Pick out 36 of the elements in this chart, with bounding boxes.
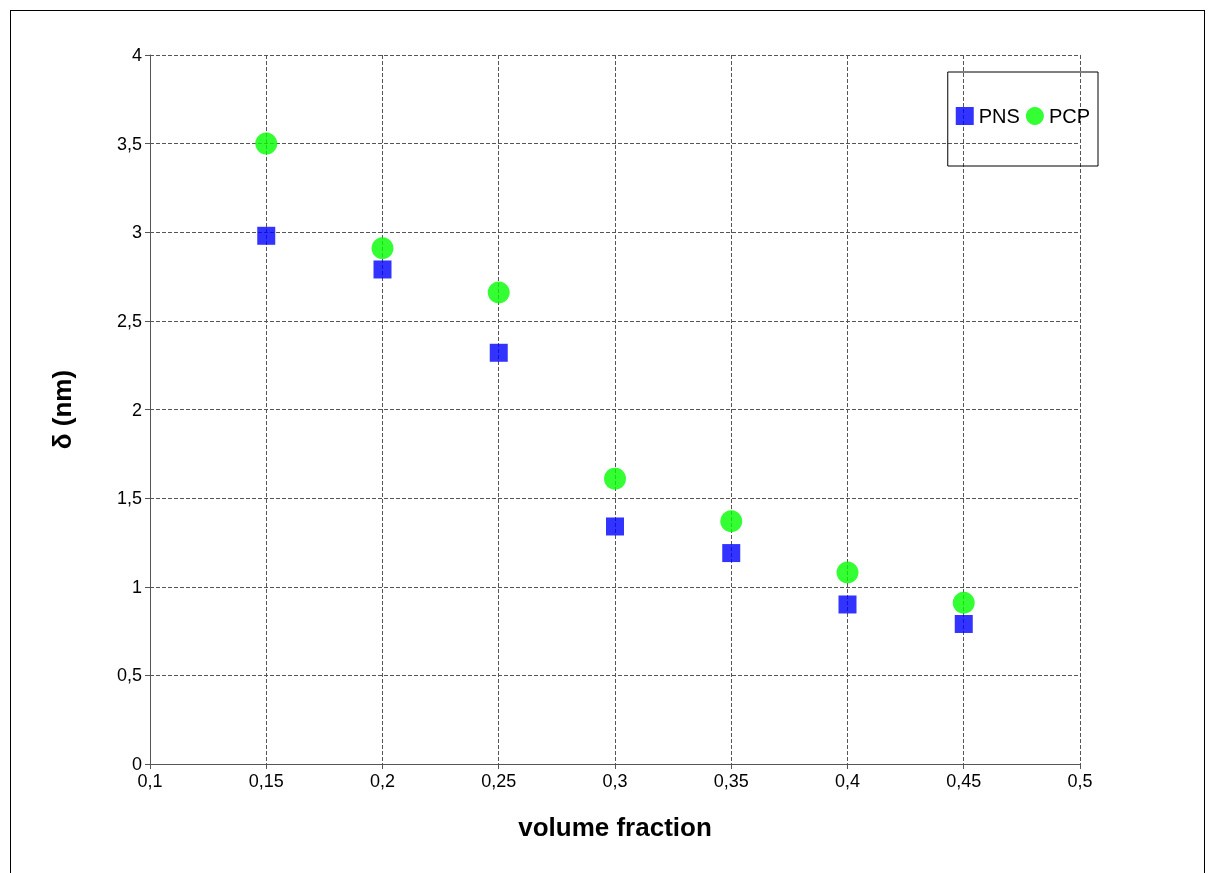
x-tick-label: 0,1: [137, 771, 163, 791]
point: [836, 561, 859, 584]
x-tick-label: 0,3: [602, 771, 628, 791]
point: [487, 281, 510, 304]
legend-label: PCP: [1048, 105, 1090, 127]
y-tick-label: 0,5: [116, 665, 142, 686]
point: [489, 343, 508, 362]
x-tick-label: 0,45: [946, 771, 982, 791]
y-tick-label: 2,5: [116, 310, 142, 331]
x-tick-label: 0,15: [248, 771, 284, 791]
point: [255, 132, 278, 155]
point: [257, 226, 276, 245]
point: [606, 517, 624, 536]
point: [952, 591, 975, 614]
x-tick-label: 0,2: [369, 771, 396, 791]
x-tick-label: 0,25: [481, 771, 517, 791]
y-tick-label: 0: [131, 754, 142, 774]
point: [722, 544, 741, 563]
x-tick-label: 0,35: [713, 771, 749, 791]
x-tick-label: 0,4: [834, 771, 861, 791]
y-tick-label: 4: [131, 45, 142, 65]
y-tick-label: 1,5: [116, 488, 142, 509]
y-tick-label: 3,5: [116, 133, 142, 154]
point: [373, 260, 392, 279]
point: [371, 237, 394, 260]
point: [720, 510, 743, 533]
y-tick-label: 1: [131, 576, 142, 597]
y-tick-label: 2: [131, 399, 142, 420]
point: [838, 595, 857, 614]
x-tick-label: 0,5: [1067, 771, 1093, 791]
point: [954, 614, 973, 633]
y-tick-label: 3: [131, 222, 142, 243]
y-axis-title: δ (nm): [47, 369, 77, 450]
legend-label: PNS: [978, 105, 1020, 127]
x-axis-title: volume fraction: [518, 812, 712, 842]
point: [604, 467, 626, 490]
